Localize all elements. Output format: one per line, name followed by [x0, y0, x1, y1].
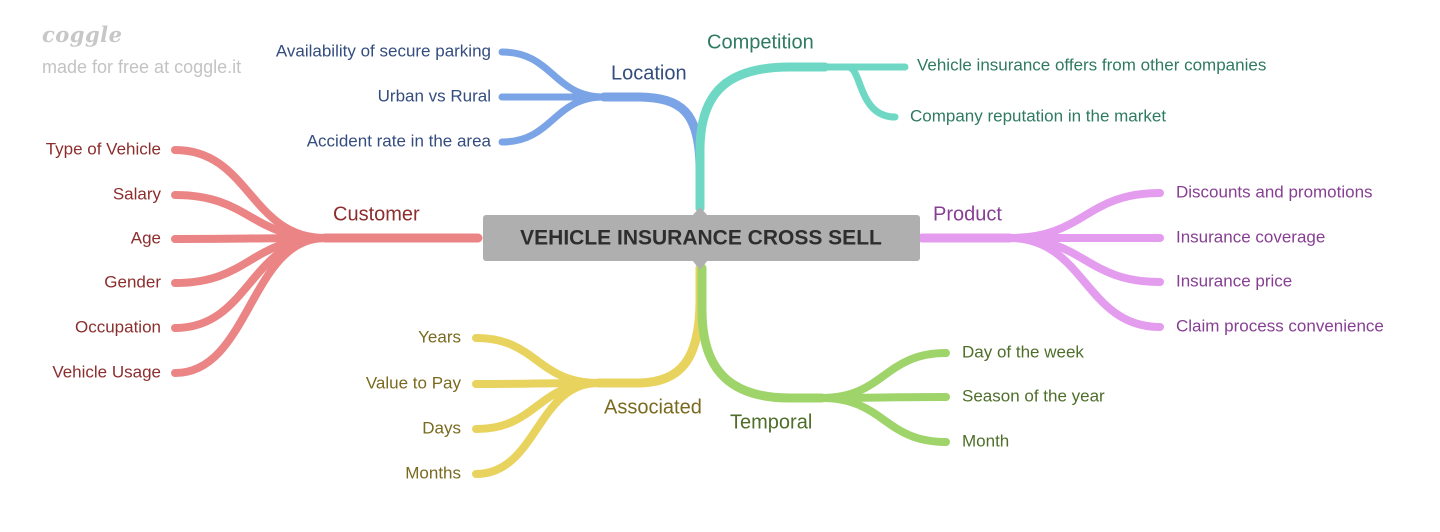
central-node-box [483, 215, 920, 261]
associated-child-label: Value to Pay [366, 373, 462, 392]
customer-child-label: Occupation [75, 317, 161, 336]
customer-child-label: Age [131, 228, 161, 247]
customer-label: Customer [333, 203, 420, 225]
competition-trunk [695, 62, 830, 213]
location-child-label: Accident rate in the area [307, 131, 492, 150]
product-child-label: Insurance price [1176, 271, 1292, 290]
central-node-label: VEHICLE INSURANCE CROSS SELL [520, 227, 882, 250]
branch-nodes: Availability of secure parking Urban vs R… [46, 31, 1384, 482]
product-child-label: Claim process convenience [1176, 316, 1384, 335]
temporal-child-label: Season of the year [962, 386, 1105, 405]
location-child-label: Availability of secure parking [276, 41, 491, 60]
location-label: Location [611, 62, 687, 84]
product-child-link [1006, 189, 1164, 242]
product-label: Product [933, 203, 1002, 225]
branch-links [171, 48, 1164, 478]
coggle-branding: coggle made for free at coggle.it [42, 22, 241, 78]
central-node-notch [692, 260, 708, 270]
associated-child-link [472, 334, 602, 387]
temporal-child-link [818, 394, 950, 446]
coggle-logo: coggle [42, 22, 123, 47]
associated-child-label: Days [422, 418, 461, 437]
temporal-trunk [697, 263, 827, 403]
location-trunk [599, 92, 705, 213]
customer-child-label: Vehicle Usage [52, 362, 161, 381]
central-node: VEHICLE INSURANCE CROSS SELL [483, 207, 920, 270]
customer-child-label: Type of Vehicle [46, 139, 161, 158]
coggle-tagline: made for free at coggle.it [42, 57, 242, 77]
competition-child-label: Vehicle insurance offers from other comp… [917, 55, 1266, 74]
central-node-notch [692, 207, 708, 216]
temporal-label: Temporal [730, 411, 812, 433]
temporal-child-label: Day of the week [962, 342, 1084, 361]
associated-child-link [472, 379, 602, 478]
associated-label: Associated [604, 396, 702, 418]
location-child-link [498, 93, 608, 146]
associated-child-label: Years [418, 327, 461, 346]
product-child-link [1006, 234, 1164, 331]
location-child-link [498, 48, 608, 101]
competition-label: Competition [707, 31, 814, 53]
product-child-label: Discounts and promotions [1176, 182, 1373, 201]
competition-child-link [844, 63, 899, 121]
temporal-child-link [818, 349, 950, 402]
customer-child-link [171, 234, 329, 377]
associated-child-label: Months [405, 463, 461, 482]
location-child-label: Urban vs Rural [378, 86, 491, 105]
customer-child-label: Gender [104, 272, 161, 291]
associated-trunk [593, 263, 705, 388]
product-child-label: Insurance coverage [1176, 227, 1325, 246]
temporal-child-label: Month [962, 431, 1009, 450]
competition-child-label: Company reputation in the market [910, 106, 1166, 125]
customer-child-label: Salary [113, 184, 162, 203]
